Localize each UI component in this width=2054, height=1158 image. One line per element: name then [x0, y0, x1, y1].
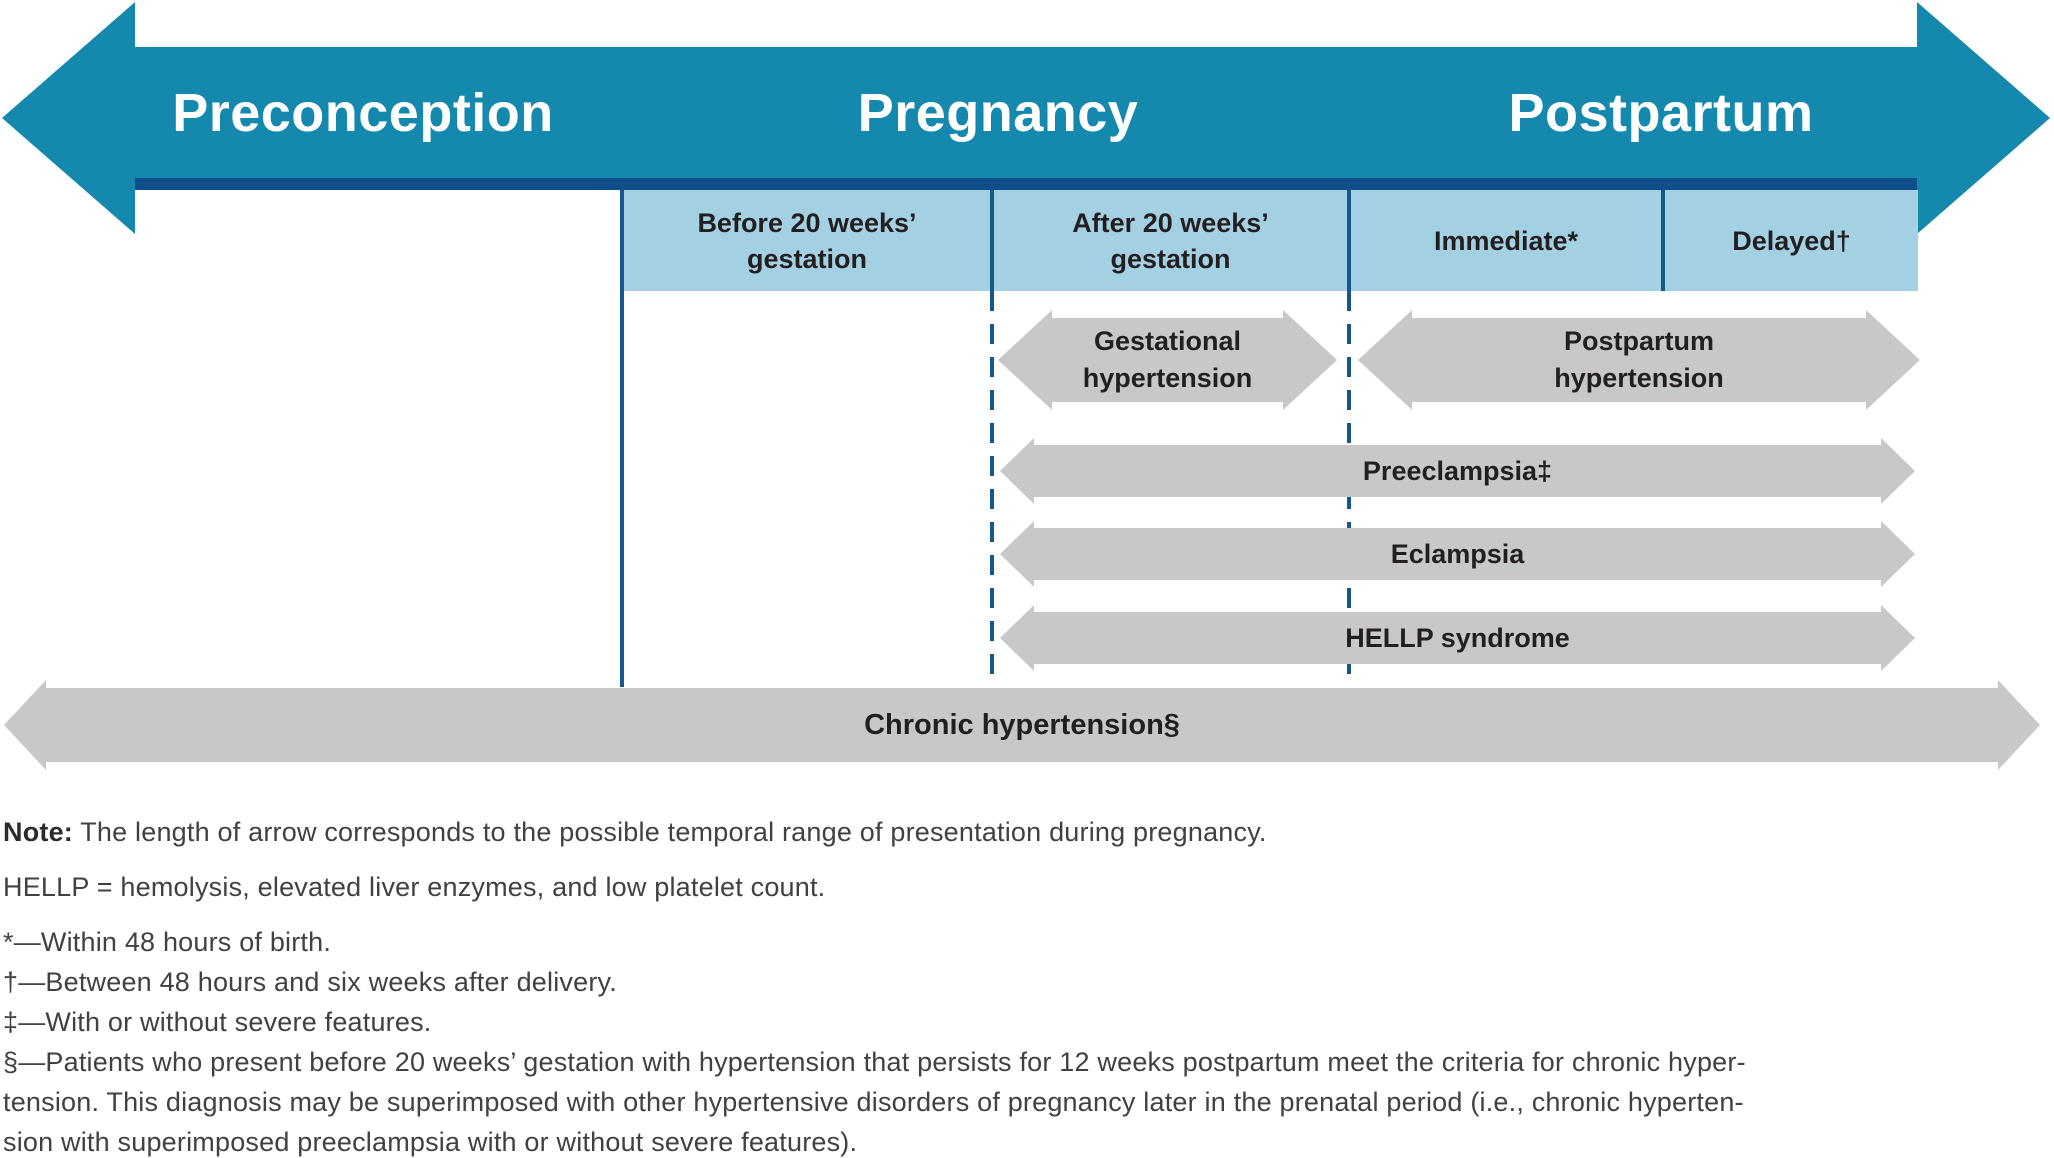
header-box-delayed-label: Delayed† [1732, 225, 1851, 256]
arrow-eclampsia: Eclampsia [1000, 521, 1915, 587]
header-box-before-20-weeks-line2: gestation [746, 243, 867, 274]
header-box-immediate: Immediate* [1347, 190, 1661, 291]
timeline-arrow-shape [2, 2, 2050, 234]
arrow-gestational-hypertension: Gestational hypertension [998, 310, 1337, 410]
arrow-hellp-syndrome-shape [1000, 605, 1915, 671]
arrow-postpartum-hypertension: Postpartum hypertension [1358, 310, 1920, 410]
note-label: Note: [3, 817, 73, 847]
arrow-chronic-hypertension-shape [4, 680, 2040, 770]
hellp-definition: HELLP = hemolysis, elevated liver enzyme… [3, 872, 826, 902]
divider-line-dashed-20-weeks [990, 291, 994, 687]
footnote-section-line2: tension. This diagnosis may be superimpo… [3, 1087, 1744, 1117]
header-box-after-20-weeks: After 20 weeks’ gestation [990, 190, 1347, 291]
arrow-preeclampsia-shape [1000, 438, 1915, 504]
arrow-chronic-hypertension-label: Chronic hypertension§ [864, 708, 1180, 741]
timeline-underline-bar [135, 178, 1917, 190]
header-box-after-20-weeks-line2: gestation [1110, 243, 1231, 274]
arrow-postpartum-line2: hypertension [1554, 363, 1724, 393]
header-box-after-20-weeks-line1: After 20 weeks’ [1072, 207, 1269, 238]
footnote-section-line1: §—Patients who present before 20 weeks’ … [3, 1047, 1746, 1077]
divider-line-solid-before-20-weeks [620, 291, 624, 687]
header-box-before-20-weeks-line1: Before 20 weeks’ [697, 207, 917, 238]
arrow-gestational-line1: Gestational [1093, 326, 1242, 356]
footnote-block: *—Within 48 hours of birth. †—Between 48… [3, 922, 1746, 1158]
arrow-eclampsia-shape [1000, 521, 1915, 587]
arrow-postpartum-hypertension-label: Postpartum hypertension [1554, 323, 1724, 397]
footnote-double-dagger: ‡—With or without severe features. [3, 1007, 432, 1037]
arrow-gestational-line2: hypertension [1082, 363, 1253, 393]
arrow-chronic-hypertension: Chronic hypertension§ [4, 680, 2040, 770]
header-box-before-20-weeks: Before 20 weeks’ gestation [620, 190, 990, 291]
arrow-preeclampsia-label: Preeclampsia‡ [1362, 455, 1553, 486]
phase-label-pregnancy: Pregnancy [857, 82, 1139, 143]
footnote-dagger: †—Between 48 hours and six weeks after d… [3, 967, 617, 997]
phase-label-preconception: Preconception [172, 82, 554, 143]
arrow-hellp-syndrome-label: HELLP syndrome [1345, 622, 1570, 653]
arrow-preeclampsia: Preeclampsia‡ [1000, 438, 1915, 504]
note-text: Note: The length of arrow corresponds to… [3, 817, 1267, 848]
arrow-gestational-hypertension-shape [998, 310, 1337, 410]
timeline-arrow [2, 2, 2050, 234]
note-body: The length of arrow corresponds to the p… [73, 817, 1267, 847]
header-box-delayed: Delayed† [1661, 190, 1918, 291]
arrow-gestational-hypertension-label: Gestational hypertension [1083, 323, 1253, 397]
arrow-postpartum-line1: Postpartum [1563, 326, 1715, 356]
footnote-star: *—Within 48 hours of birth. [3, 927, 332, 957]
arrow-postpartum-hypertension-shape [1358, 310, 1920, 410]
arrow-eclampsia-label: Eclampsia [1390, 538, 1525, 569]
phase-label-postpartum: Postpartum [1508, 82, 1814, 143]
footnote-section-line3: sion with superimposed preeclampsia with… [3, 1127, 858, 1157]
header-box-immediate-label: Immediate* [1433, 225, 1579, 256]
arrow-hellp-syndrome: HELLP syndrome [1000, 605, 1915, 671]
